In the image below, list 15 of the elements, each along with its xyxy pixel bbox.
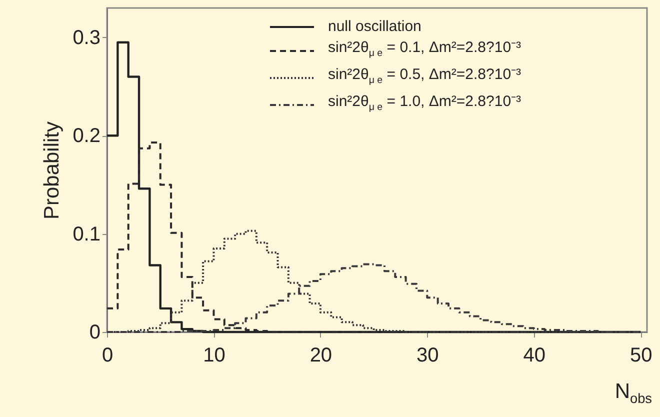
x-tick-label: 40 xyxy=(523,344,546,366)
y-tick-label: 0.2 xyxy=(72,125,100,148)
legend-label: sin²2θ$_{μ e}$ = 0.5, Δm²=2.8?10⁻³ xyxy=(328,65,522,88)
y-tick-label: 0.1 xyxy=(72,223,100,246)
y-tick-label: 0.3 xyxy=(72,26,100,49)
x-tick-label: 10 xyxy=(203,344,226,366)
y-axis-title: Probability xyxy=(40,120,64,220)
y-tick-label: 0 xyxy=(89,322,100,344)
x-tick-label: 50 xyxy=(630,344,652,366)
legend-label: null oscillation xyxy=(328,17,422,37)
x-axis-title: N$_{obs}$ xyxy=(614,380,652,406)
x-tick-label: 30 xyxy=(416,344,439,366)
x-tick-label: 20 xyxy=(310,344,332,366)
legend-label: sin²2θ$_{μ e}$ = 1.0, Δm²=2.8?10⁻³ xyxy=(328,92,522,115)
legend-label: sin²2θ$_{μ e}$ = 0.1, Δm²=2.8?10⁻³ xyxy=(328,38,522,61)
